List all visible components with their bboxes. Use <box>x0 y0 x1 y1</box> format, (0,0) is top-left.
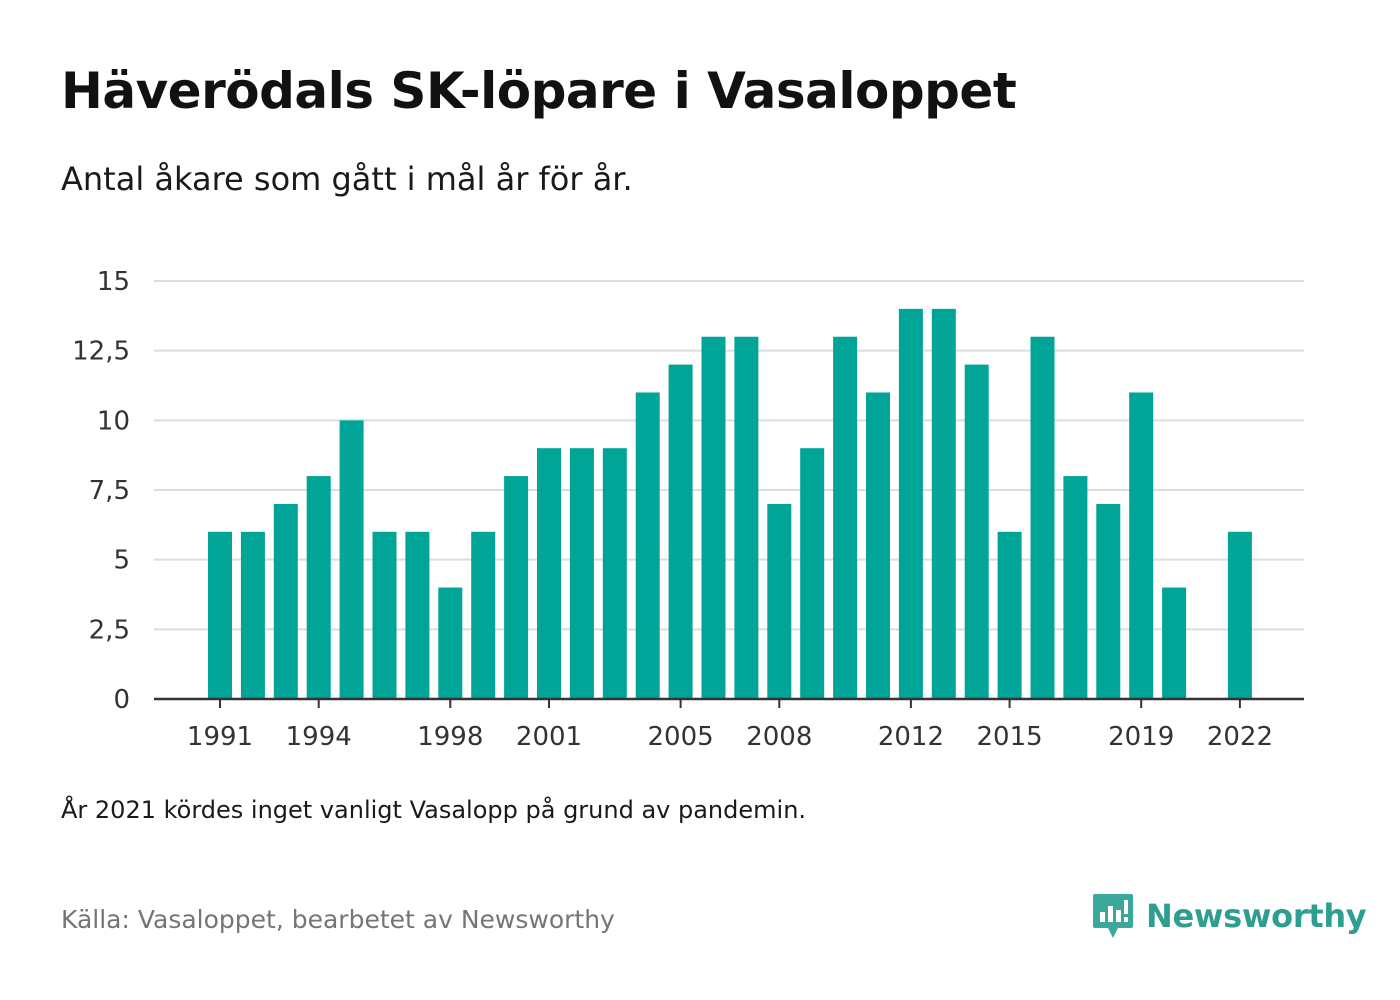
y-tick-label: 15 <box>97 267 130 297</box>
bar-1998 <box>438 587 463 699</box>
bar-2019 <box>1129 392 1154 699</box>
bar-2005 <box>668 364 693 699</box>
bar-2008 <box>767 503 792 699</box>
y-tick-label: 12,5 <box>72 337 130 367</box>
x-tick-label: 2019 <box>1108 722 1174 752</box>
bar-2014 <box>964 364 989 699</box>
bar-2002 <box>569 448 594 699</box>
bar-2009 <box>800 448 825 699</box>
x-tick-label: 2001 <box>516 722 582 752</box>
bar-2022 <box>1227 531 1252 699</box>
brand-name: Newsworthy <box>1146 897 1367 935</box>
x-tick-label: 2015 <box>977 722 1043 752</box>
bar-1999 <box>471 531 496 699</box>
x-tick-label: 1994 <box>286 722 352 752</box>
y-tick-label: 5 <box>113 546 130 576</box>
bar-2015 <box>997 531 1022 699</box>
bar-1997 <box>405 531 430 699</box>
bars <box>208 308 1252 699</box>
bar-2016 <box>1030 336 1055 699</box>
y-tick-label: 10 <box>97 406 130 436</box>
bar-1994 <box>306 476 331 699</box>
y-tick-label: 7,5 <box>89 476 130 506</box>
bar-2003 <box>602 448 627 699</box>
bar-1992 <box>240 531 265 699</box>
x-tick-label: 2012 <box>878 722 944 752</box>
chart-title: Häverödals SK-löpare i Vasaloppet <box>61 62 1017 120</box>
newsworthy-logo-icon <box>1093 894 1133 938</box>
bar-2007 <box>734 336 759 699</box>
bar-2012 <box>898 308 923 699</box>
x-tick-label: 2022 <box>1207 722 1273 752</box>
source-text: Källa: Vasaloppet, bearbetet av Newswort… <box>61 905 615 934</box>
bar-2000 <box>504 476 529 699</box>
bar-2001 <box>537 448 561 699</box>
x-tick-label: 1998 <box>417 722 483 752</box>
bar-2011 <box>866 392 890 699</box>
y-tick-label: 2,5 <box>89 615 130 645</box>
bar-2020 <box>1162 587 1187 699</box>
y-axis-ticks: 0 2,5 5 7,5 10 12,5 15 <box>72 267 130 715</box>
bar-2006 <box>701 336 726 699</box>
x-tick-label: 1991 <box>187 722 253 752</box>
x-tick-label: 2008 <box>746 722 812 752</box>
y-tick-label: 0 <box>113 685 130 715</box>
bar-2004 <box>635 392 660 699</box>
bar-1993 <box>273 503 298 699</box>
bar-2018 <box>1096 503 1121 699</box>
brand-logo[interactable]: Newsworthy <box>1092 892 1367 940</box>
x-axis-ticks: 1991 1994 1998 2001 2005 2008 2012 2015 2019 2022 <box>187 699 1273 752</box>
chart-subtitle: Antal åkare som gått i mål år för år. <box>61 160 633 198</box>
bar-2017 <box>1063 476 1088 699</box>
bar-1996 <box>372 531 397 699</box>
bar-1995 <box>339 420 364 699</box>
chart-note: År 2021 kördes inget vanligt Vasalopp på… <box>61 796 807 824</box>
bar-2013 <box>931 308 956 699</box>
bar-1991 <box>208 531 232 699</box>
x-tick-label: 2005 <box>648 722 714 752</box>
bar-2010 <box>833 336 858 699</box>
bar-chart: 0 2,5 5 7,5 10 12,5 15 1991 1994 1998 2001 2005 200… <box>72 267 1304 752</box>
